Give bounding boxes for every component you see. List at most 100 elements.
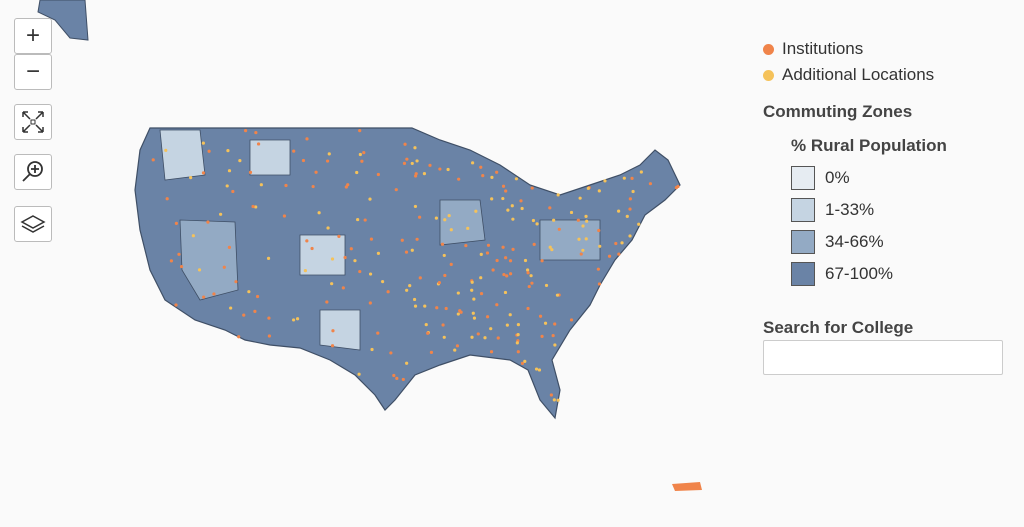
zone-classes: 0% 1-33% 34-66% 67-100% bbox=[763, 162, 1013, 290]
location-dot bbox=[523, 359, 527, 364]
location-dot bbox=[489, 327, 493, 331]
location-dot bbox=[676, 184, 680, 189]
location-dot bbox=[227, 245, 232, 249]
location-dot bbox=[455, 344, 460, 348]
point-legend-item: Institutions bbox=[763, 36, 1013, 62]
location-dot bbox=[164, 148, 168, 152]
location-dot bbox=[576, 218, 580, 222]
location-dot bbox=[529, 274, 533, 278]
location-dot bbox=[376, 172, 380, 177]
location-dot bbox=[474, 209, 478, 213]
location-dot bbox=[337, 234, 341, 239]
location-dot bbox=[231, 189, 235, 194]
location-dot bbox=[251, 204, 255, 209]
location-dot bbox=[553, 343, 557, 347]
location-dot bbox=[389, 351, 393, 355]
location-dot bbox=[464, 243, 468, 248]
location-dot bbox=[303, 268, 307, 273]
location-dot bbox=[442, 253, 446, 258]
location-dot bbox=[538, 314, 543, 318]
zone-swatch bbox=[791, 198, 815, 222]
location-dot bbox=[456, 291, 460, 295]
location-dot bbox=[437, 280, 441, 285]
location-dot bbox=[483, 336, 487, 340]
location-dot bbox=[368, 197, 372, 201]
location-dot bbox=[179, 264, 184, 269]
location-dot bbox=[404, 250, 409, 254]
point-swatch bbox=[763, 43, 774, 55]
layers-button[interactable] bbox=[14, 206, 52, 242]
location-dot bbox=[622, 176, 626, 180]
location-dot bbox=[457, 177, 461, 181]
location-dot bbox=[481, 174, 485, 178]
location-dot bbox=[357, 372, 361, 376]
zoom-out-button[interactable]: − bbox=[14, 54, 52, 90]
location-dot bbox=[331, 329, 335, 333]
location-dot bbox=[413, 204, 418, 209]
location-dot bbox=[422, 171, 427, 176]
location-dot bbox=[502, 272, 506, 277]
location-dot bbox=[471, 311, 475, 315]
search-input[interactable] bbox=[763, 340, 1003, 375]
location-dot bbox=[443, 218, 447, 222]
location-dot bbox=[597, 282, 602, 286]
location-dot bbox=[495, 303, 499, 307]
location-dot bbox=[614, 241, 618, 246]
location-dot bbox=[284, 183, 288, 188]
location-dot bbox=[584, 237, 588, 241]
location-dot bbox=[531, 218, 536, 223]
location-dot bbox=[305, 137, 309, 141]
zone-swatch bbox=[791, 230, 815, 254]
zoom-in-button[interactable]: + bbox=[14, 18, 52, 54]
location-dot bbox=[486, 243, 491, 247]
location-dot bbox=[508, 313, 512, 317]
location-dot bbox=[581, 224, 585, 228]
location-dot bbox=[356, 217, 360, 222]
zone-label: 0% bbox=[825, 168, 850, 187]
location-dot bbox=[544, 283, 549, 288]
location-dot bbox=[516, 333, 520, 337]
zoom-select-button[interactable] bbox=[14, 154, 52, 190]
alaska bbox=[37, 0, 89, 41]
location-dot bbox=[311, 184, 315, 189]
location-dot bbox=[579, 252, 583, 256]
point-legend: Institutions Additional Locations bbox=[763, 36, 1013, 88]
location-dot bbox=[358, 269, 362, 274]
us-commuting-zones bbox=[134, 127, 681, 420]
location-dot bbox=[491, 268, 495, 272]
point-legend-item: Additional Locations bbox=[763, 62, 1013, 88]
location-dot bbox=[553, 322, 557, 326]
zone-swatch bbox=[791, 262, 815, 286]
location-dot bbox=[607, 254, 612, 258]
location-dot bbox=[291, 318, 296, 322]
location-dot bbox=[202, 295, 206, 299]
location-dot bbox=[552, 398, 556, 402]
location-dot bbox=[376, 331, 380, 335]
location-dot bbox=[527, 284, 531, 289]
location-dot bbox=[479, 252, 483, 256]
location-dot bbox=[301, 158, 306, 163]
location-dot bbox=[325, 159, 330, 163]
location-dot bbox=[426, 331, 430, 335]
location-dot bbox=[424, 323, 428, 327]
location-dot bbox=[446, 167, 450, 172]
location-dot bbox=[341, 286, 345, 290]
fit-button[interactable] bbox=[14, 104, 52, 140]
location-dot bbox=[490, 197, 494, 201]
location-dot bbox=[603, 179, 607, 183]
location-dot bbox=[229, 306, 233, 310]
location-dot bbox=[165, 197, 169, 201]
location-dot bbox=[207, 149, 211, 153]
location-dot bbox=[441, 323, 445, 327]
location-dot bbox=[349, 247, 353, 251]
location-dot bbox=[530, 281, 534, 285]
location-dot bbox=[506, 208, 510, 212]
location-dot bbox=[253, 309, 257, 313]
location-dot bbox=[631, 189, 635, 194]
location-dot bbox=[344, 185, 348, 189]
location-dot bbox=[548, 245, 552, 249]
zone-class-item: 0% bbox=[791, 162, 1013, 194]
location-dot bbox=[394, 188, 398, 192]
location-dot bbox=[449, 262, 453, 266]
